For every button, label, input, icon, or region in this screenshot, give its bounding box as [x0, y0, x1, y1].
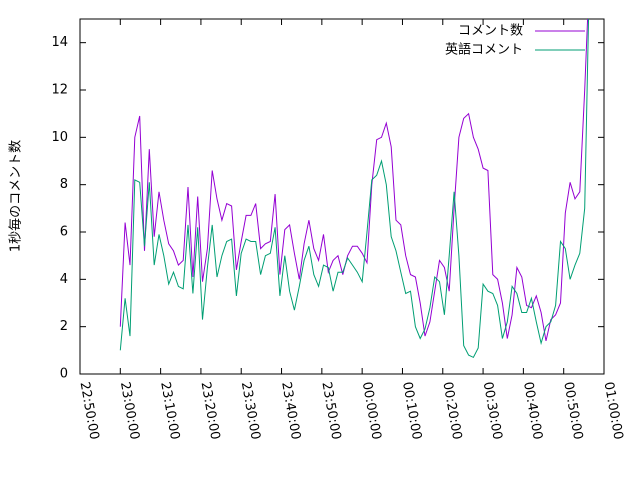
x-tick-label: 23:40:00 [278, 381, 303, 441]
y-tick-label: 0 [60, 367, 68, 382]
x-tick-label: 00:50:00 [560, 381, 585, 441]
x-tick-label: 00:00:00 [359, 381, 384, 441]
y-tick-label: 12 [51, 83, 68, 98]
x-tick-label: 00:40:00 [520, 381, 545, 441]
legend-label: コメント数 [458, 24, 523, 39]
x-tick-label: 23:30:00 [238, 381, 263, 441]
x-tick-label: 22:50:00 [77, 381, 102, 441]
series-line [119, 19, 590, 359]
plot-area [119, 19, 590, 359]
legend-label: 英語コメント [445, 42, 523, 58]
series-line [119, 19, 589, 342]
plot-border [79, 18, 605, 375]
y-axis-label: 1秒毎のコメント数 [8, 140, 24, 252]
x-tick-label: 23:10:00 [157, 381, 182, 441]
x-tick-label: 00:10:00 [399, 381, 424, 441]
x-tick-label: 23:00:00 [117, 381, 142, 441]
y-tick-label: 2 [60, 319, 68, 334]
y-tick-label: 10 [51, 130, 68, 145]
y-tick-label: 6 [60, 225, 68, 240]
x-tick-label: 01:00:00 [601, 381, 626, 441]
x-tick-label: 23:20:00 [198, 381, 223, 441]
y-tick-label: 8 [60, 177, 68, 192]
y-tick-label: 4 [60, 272, 68, 287]
x-tick-label: 00:20:00 [439, 381, 464, 441]
x-tick-label: 00:30:00 [480, 381, 505, 441]
y-tick-label: 14 [51, 35, 68, 50]
x-tick-label: 23:50:00 [318, 381, 343, 441]
